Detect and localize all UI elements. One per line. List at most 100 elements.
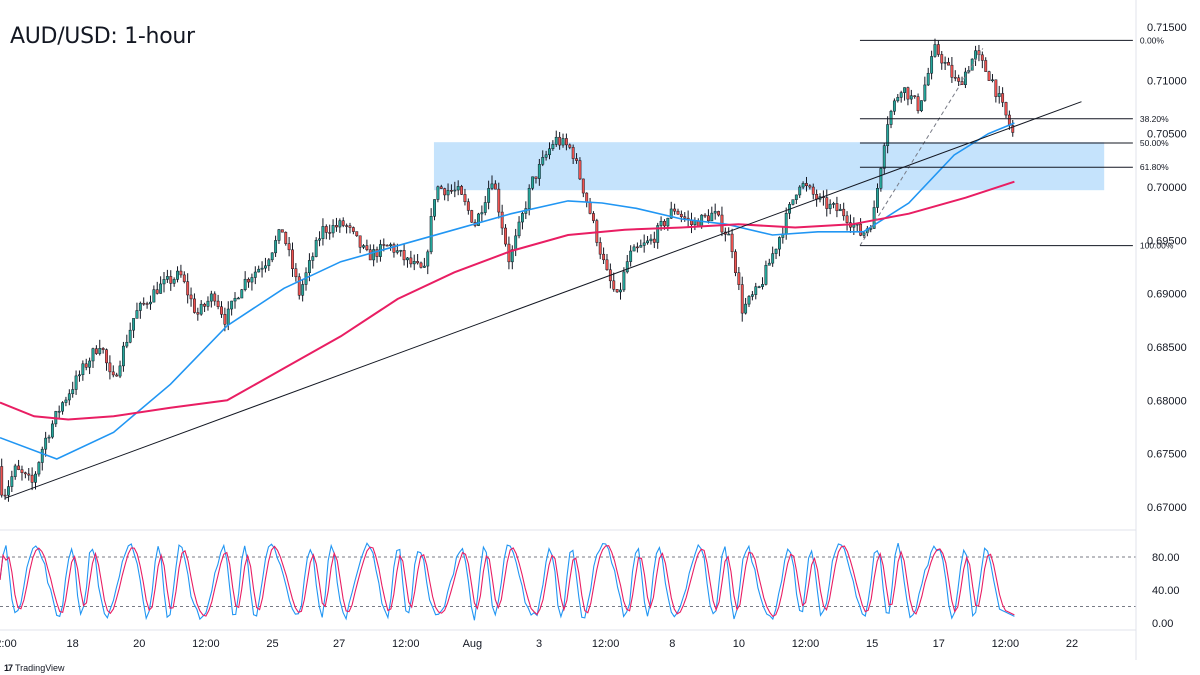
candle: [280, 229, 284, 233]
candle: [575, 153, 578, 164]
candle-body-bull: [997, 93, 1001, 97]
candle-body-bear: [1011, 125, 1015, 133]
candle: [805, 176, 808, 192]
candle: [71, 381, 75, 398]
candle: [558, 131, 562, 150]
candle-body-bull: [159, 283, 163, 294]
candle: [338, 218, 342, 233]
candle-body-bull: [872, 207, 876, 229]
candle: [449, 184, 453, 194]
candle-body-bear: [27, 473, 31, 476]
time-tick-label: 25: [266, 638, 278, 650]
supply-zone-rectangle[interactable]: [433, 142, 1105, 191]
candle: [267, 258, 271, 271]
candle-body-bull: [57, 410, 61, 413]
candle: [794, 194, 798, 205]
candle: [321, 218, 325, 246]
candle-body-bull: [828, 203, 832, 209]
candle: [372, 244, 376, 267]
candle: [368, 244, 372, 261]
candle: [67, 389, 71, 406]
candle: [936, 40, 940, 57]
candle-body-bull: [98, 348, 102, 354]
candle-body-bear: [612, 280, 616, 290]
candle-body-bull: [838, 208, 842, 212]
candle-body-bear: [328, 232, 332, 234]
ascending-trendline[interactable]: [4, 101, 1082, 499]
candle-body-bull: [899, 92, 903, 98]
candle: [419, 261, 423, 269]
candle: [193, 293, 196, 314]
candle: [997, 85, 1001, 104]
candle: [754, 282, 758, 300]
candle-body-bull: [429, 216, 433, 253]
candle: [236, 296, 240, 300]
candle: [98, 339, 102, 356]
candle-body-bull: [487, 188, 491, 203]
candle-body-bear: [575, 158, 578, 161]
candle-body-bull: [152, 289, 156, 303]
candle: [791, 199, 795, 206]
candle-body-bear: [493, 183, 497, 190]
candle: [842, 202, 846, 221]
candle: [784, 207, 788, 240]
candle-body-bull: [537, 164, 541, 179]
candle: [767, 258, 771, 266]
time-tick-label: 12:00: [192, 638, 220, 650]
candle: [243, 271, 247, 292]
candle: [57, 405, 61, 420]
candle-body-bear: [734, 251, 737, 273]
candle: [335, 217, 338, 232]
candle-body-bull: [149, 301, 152, 305]
candle-body-bull: [646, 240, 649, 244]
candle: [453, 181, 457, 198]
candle-body-bear: [534, 176, 538, 179]
candle-body-bear: [740, 284, 744, 314]
drawing-layer[interactable]: [4, 101, 1082, 499]
candle-body-bear: [913, 95, 917, 97]
candle: [879, 167, 883, 192]
candle-body-bull: [869, 228, 873, 230]
candle-body-bull: [483, 202, 487, 213]
candle: [172, 277, 176, 287]
candle: [456, 180, 460, 196]
candle-body-bear: [940, 54, 944, 64]
candle-body-bear: [402, 250, 406, 261]
candle-body-bull: [784, 213, 788, 235]
candle: [165, 269, 169, 283]
candle-body-bear: [605, 259, 609, 271]
candle: [561, 133, 565, 148]
candle: [994, 79, 998, 103]
price-tick-label: 0.69000: [1147, 289, 1187, 301]
candle-body-bull: [362, 245, 365, 248]
candle: [646, 235, 649, 245]
candle-body-bear: [805, 183, 808, 187]
candle-body-bull: [909, 95, 913, 100]
candle-body-bear: [284, 231, 288, 244]
candle-body-bull: [395, 250, 399, 253]
candle-body-bear: [497, 188, 501, 213]
time-tick-label: 2:00: [0, 638, 17, 650]
candle: [821, 190, 825, 206]
candle-body-bear: [652, 238, 656, 243]
candle-body-bull: [226, 308, 230, 325]
candle: [730, 228, 734, 259]
fibonacci-retracement[interactable]: 0.00% 38.20% 50.00% 61.80% 100.00%: [859, 35, 1174, 251]
candle-body-bear: [581, 178, 585, 194]
candle-body-bull: [426, 251, 430, 267]
candle-body-bull: [338, 220, 342, 228]
candle: [230, 300, 234, 316]
candle-body-bull: [926, 72, 930, 86]
candle-body-bull: [517, 221, 521, 237]
candle-body-bear: [203, 303, 207, 307]
candle-body-bull: [801, 183, 805, 188]
candle-body-bear: [375, 249, 379, 257]
candle-body-bear: [845, 215, 849, 223]
candle-body-bull: [541, 157, 545, 165]
tradingview-brand[interactable]: 17 TradingView: [4, 663, 65, 673]
candle-body-bear: [980, 54, 984, 61]
candle-body-bull: [974, 50, 977, 60]
candle-body-bull: [162, 279, 166, 285]
candle-body-bull: [389, 244, 392, 247]
